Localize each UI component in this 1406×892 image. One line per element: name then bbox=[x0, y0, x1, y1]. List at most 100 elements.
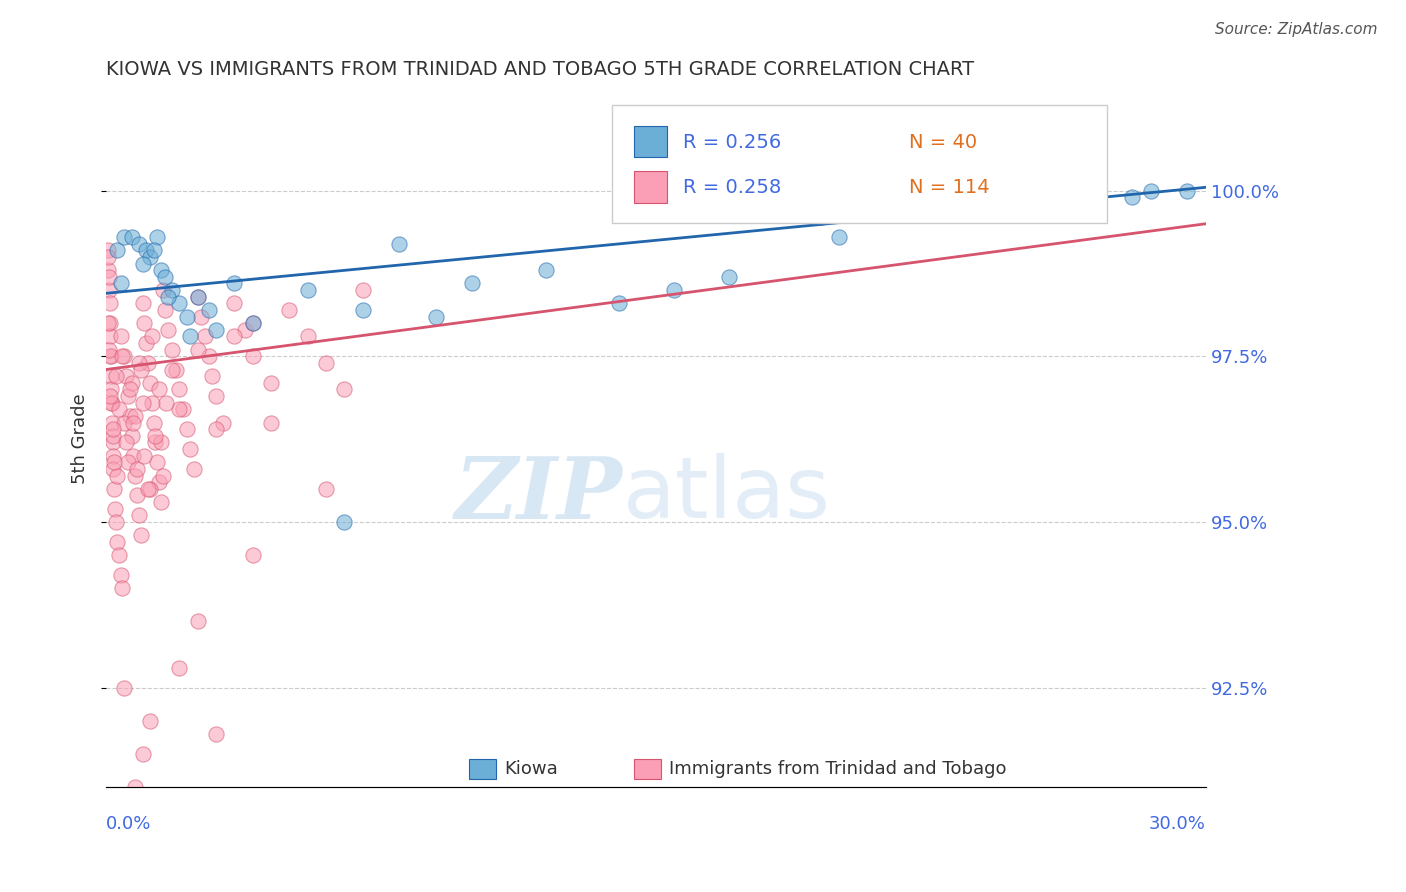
Point bbox=[242, 349, 264, 363]
Point bbox=[153, 269, 176, 284]
Point bbox=[1175, 184, 1198, 198]
Point bbox=[122, 416, 145, 430]
Text: Source: ZipAtlas.com: Source: ZipAtlas.com bbox=[1215, 22, 1378, 37]
Point bbox=[121, 429, 143, 443]
Point bbox=[128, 236, 150, 251]
Point bbox=[98, 349, 121, 363]
Point bbox=[104, 501, 127, 516]
Point bbox=[148, 383, 170, 397]
Text: Kiowa: Kiowa bbox=[503, 760, 558, 778]
Point bbox=[167, 402, 190, 417]
Point bbox=[105, 515, 128, 529]
Point bbox=[260, 416, 283, 430]
Point bbox=[129, 362, 152, 376]
Point bbox=[121, 230, 143, 244]
Point bbox=[176, 422, 198, 436]
Point bbox=[98, 296, 121, 310]
Point bbox=[110, 568, 132, 582]
Point bbox=[974, 197, 997, 211]
Point bbox=[333, 383, 356, 397]
Point bbox=[167, 661, 190, 675]
Point bbox=[149, 495, 172, 509]
Point bbox=[146, 455, 169, 469]
Point bbox=[828, 230, 851, 244]
Point bbox=[107, 548, 129, 562]
Point bbox=[103, 482, 125, 496]
Bar bbox=[634, 126, 666, 157]
Point bbox=[142, 416, 165, 430]
Point bbox=[901, 203, 924, 218]
Point bbox=[97, 244, 120, 258]
Point bbox=[103, 455, 125, 469]
Point bbox=[388, 236, 411, 251]
Point bbox=[124, 468, 146, 483]
Point bbox=[187, 615, 209, 629]
Point bbox=[165, 362, 187, 376]
Point bbox=[152, 283, 174, 297]
Bar bbox=[634, 171, 666, 202]
Point bbox=[352, 302, 374, 317]
Point bbox=[100, 395, 122, 409]
Point bbox=[131, 256, 153, 270]
Point bbox=[105, 468, 128, 483]
Point bbox=[110, 277, 132, 291]
Point bbox=[149, 263, 172, 277]
Point bbox=[131, 747, 153, 761]
Point bbox=[139, 250, 162, 264]
Text: R = 0.256: R = 0.256 bbox=[683, 133, 782, 152]
Point bbox=[190, 310, 212, 324]
Point bbox=[205, 389, 228, 403]
FancyBboxPatch shape bbox=[612, 105, 1107, 223]
Point bbox=[187, 290, 209, 304]
Point bbox=[176, 310, 198, 324]
Point bbox=[125, 488, 148, 502]
Point bbox=[98, 329, 121, 343]
Point bbox=[105, 534, 128, 549]
Point bbox=[718, 269, 741, 284]
Point bbox=[315, 356, 337, 370]
Point bbox=[1121, 190, 1143, 204]
Point bbox=[333, 515, 356, 529]
Point bbox=[187, 290, 209, 304]
Text: atlas: atlas bbox=[623, 453, 831, 536]
Point bbox=[224, 277, 246, 291]
Point bbox=[233, 323, 256, 337]
Point bbox=[112, 416, 135, 430]
Point bbox=[155, 395, 177, 409]
Point bbox=[112, 681, 135, 695]
Point bbox=[98, 316, 121, 330]
Text: ZIP: ZIP bbox=[456, 453, 623, 536]
Point bbox=[100, 383, 122, 397]
Point bbox=[315, 482, 337, 496]
Point bbox=[205, 422, 228, 436]
Point bbox=[172, 402, 194, 417]
Point bbox=[149, 813, 172, 827]
Point bbox=[157, 290, 180, 304]
Point bbox=[101, 422, 124, 436]
Point bbox=[205, 727, 228, 741]
Point bbox=[101, 435, 124, 450]
Point bbox=[136, 482, 159, 496]
Point bbox=[105, 369, 128, 384]
Point bbox=[810, 210, 832, 224]
Point bbox=[97, 283, 120, 297]
Point bbox=[97, 316, 120, 330]
Point bbox=[205, 323, 228, 337]
Point bbox=[149, 435, 172, 450]
Point bbox=[352, 283, 374, 297]
Point bbox=[124, 780, 146, 794]
Point bbox=[145, 435, 167, 450]
Point bbox=[122, 449, 145, 463]
Point bbox=[297, 329, 319, 343]
Text: 0.0%: 0.0% bbox=[105, 814, 152, 833]
Point bbox=[160, 362, 183, 376]
Text: N = 40: N = 40 bbox=[908, 133, 977, 152]
Point bbox=[157, 323, 180, 337]
Point bbox=[100, 369, 122, 384]
Point bbox=[197, 349, 219, 363]
Point bbox=[97, 263, 120, 277]
Point bbox=[146, 230, 169, 244]
Point bbox=[297, 283, 319, 297]
Bar bbox=[468, 759, 496, 779]
Point bbox=[139, 714, 162, 728]
